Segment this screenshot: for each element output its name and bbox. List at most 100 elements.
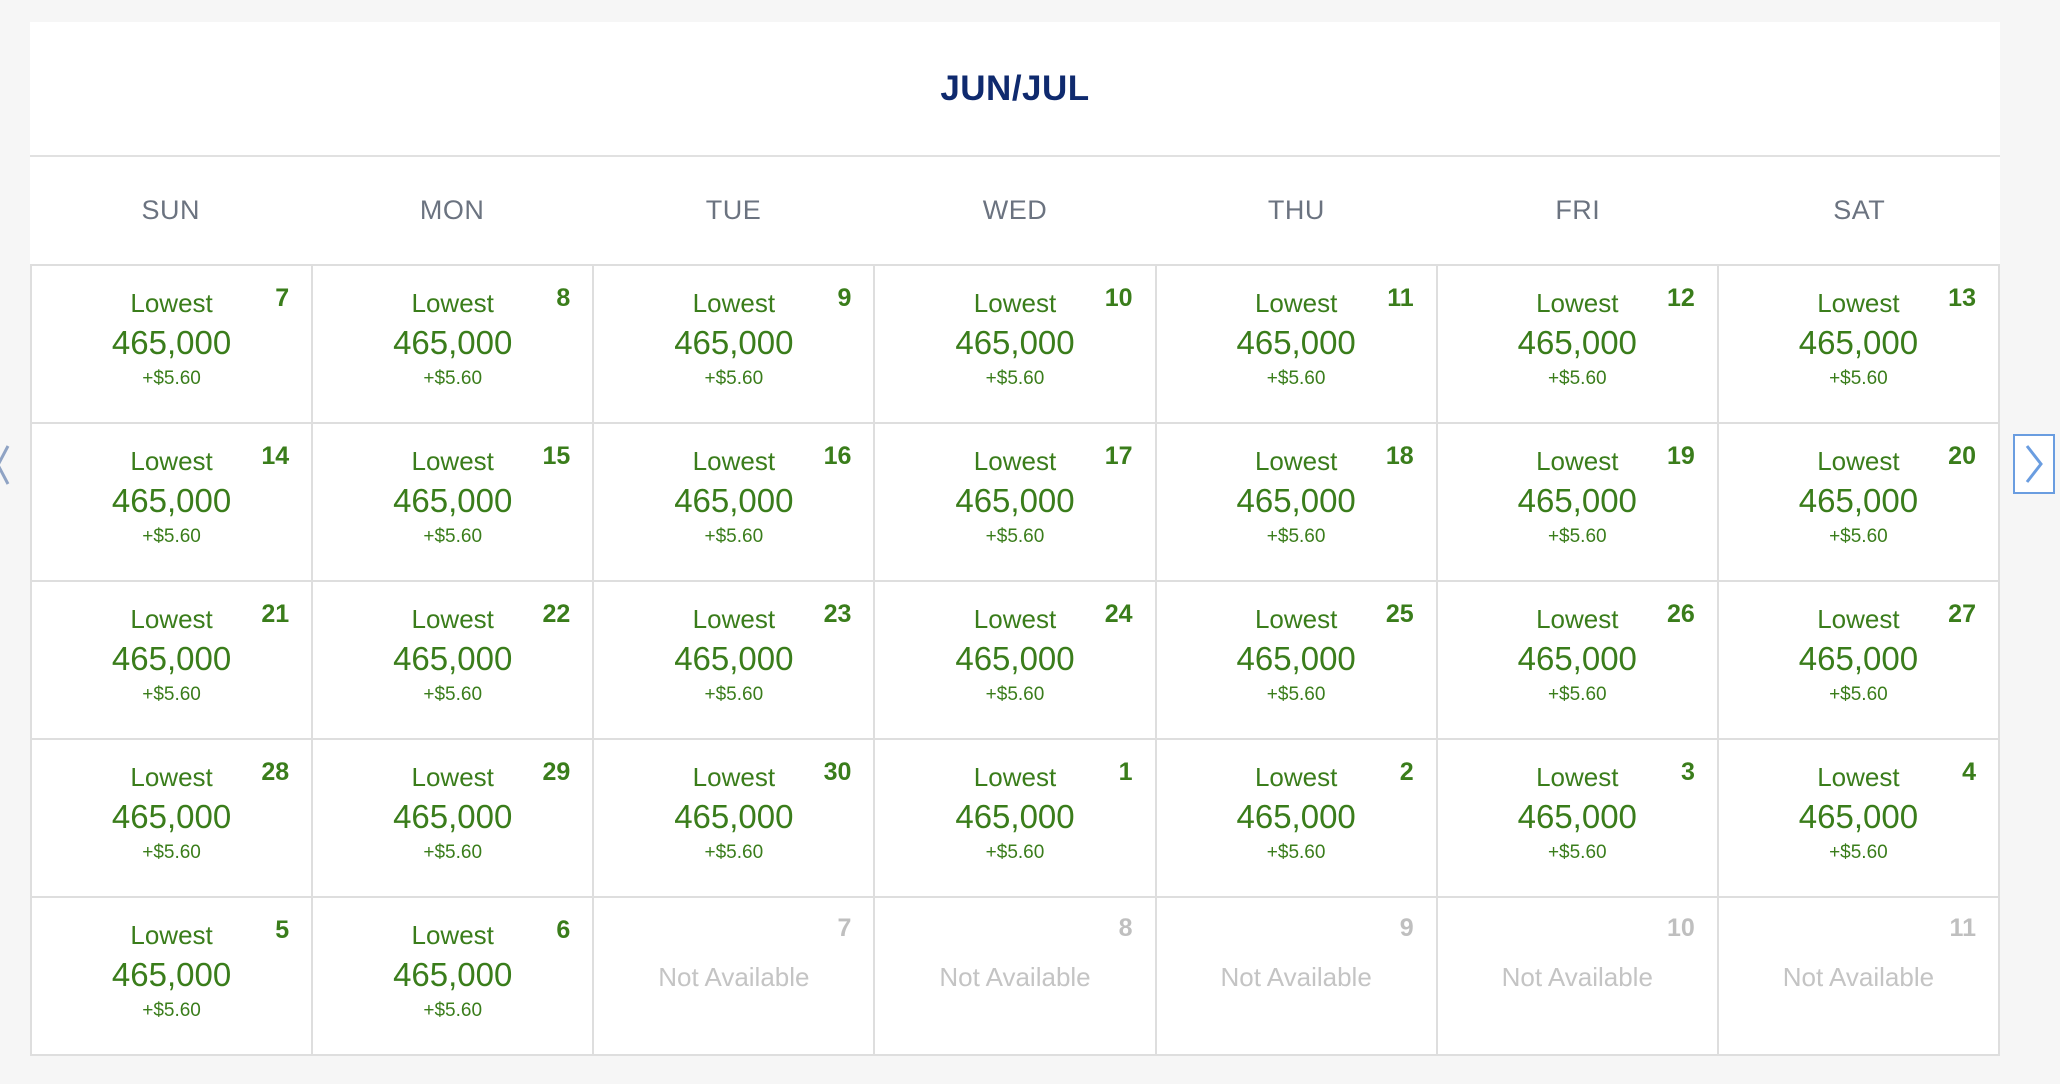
calendar-day-cell[interactable]: 11 Lowest 465,000 +$5.60 [1156, 266, 1438, 424]
miles-price: 465,000 [1517, 640, 1637, 677]
lowest-label: Lowest [692, 446, 776, 476]
day-number: 9 [1399, 914, 1414, 942]
calendar-day-cell[interactable]: 3 Lowest 465,000 +$5.60 [1437, 740, 1719, 898]
calendar-day-cell[interactable]: 30 Lowest 465,000 +$5.60 [594, 740, 876, 898]
calendar-day-cell[interactable]: 9 Lowest 465,000 +$5.60 [594, 266, 876, 424]
fare-info: Lowest 465,000 +$5.60 [1719, 602, 1998, 708]
weekday-tue: TUE [705, 195, 762, 225]
day-number: 20 [1948, 442, 1976, 470]
calendar-day-cell[interactable]: 28 Lowest 465,000 +$5.60 [32, 740, 314, 898]
day-number: 30 [823, 758, 852, 786]
day-number: 23 [823, 600, 852, 628]
miles-price: 465,000 [1236, 798, 1356, 835]
day-number: 1 [1118, 758, 1133, 786]
miles-price: 465,000 [955, 640, 1075, 677]
calendar-day-cell[interactable]: 29 Lowest 465,000 +$5.60 [313, 740, 595, 898]
lowest-label: Lowest [1817, 446, 1900, 476]
weekday-header-row: SUN MON TUE WED THU FRI SAT [30, 157, 2000, 264]
calendar-day-cell[interactable]: 21 Lowest 465,000 +$5.60 [32, 582, 314, 740]
fee-amount: +$5.60 [1829, 526, 1888, 547]
fare-calendar: JUN/JUL SUN MON TUE WED THU FRI SAT 7 Low… [30, 22, 2000, 1056]
fare-info: Lowest 465,000 +$5.60 [313, 444, 592, 550]
day-number: 22 [542, 600, 571, 628]
fare-info: Lowest 465,000 +$5.60 [32, 444, 311, 550]
calendar-day-cell[interactable]: 7 Lowest 465,000 +$5.60 [32, 266, 314, 424]
fare-info: Lowest 465,000 +$5.60 [313, 286, 592, 392]
day-number: 8 [556, 284, 571, 312]
miles-price: 465,000 [1517, 324, 1637, 361]
day-number: 21 [261, 600, 290, 628]
calendar-grid: 7 Lowest 465,000 +$5.60 8 Lowest 465,000 +$5.60… [30, 264, 2000, 1056]
fare-info: Lowest 465,000 +$5.60 [1157, 602, 1436, 708]
lowest-label: Lowest [411, 446, 494, 476]
calendar-day-cell[interactable]: 2 Lowest 465,000 +$5.60 [1156, 740, 1438, 898]
calendar-day-cell[interactable]: 23 Lowest 465,000 +$5.60 [594, 582, 876, 740]
lowest-label: Lowest [411, 604, 494, 634]
calendar-day-cell[interactable]: 12 Lowest 465,000 +$5.60 [1437, 266, 1719, 424]
miles-price: 465,000 [674, 482, 794, 519]
calendar-day-cell[interactable]: 27 Lowest 465,000 +$5.60 [1718, 582, 2000, 740]
day-number: 10 [1667, 914, 1695, 942]
calendar-day-cell[interactable]: 4 Lowest 465,000 +$5.60 [1718, 740, 2000, 898]
lowest-label: Lowest [130, 446, 213, 476]
fee-amount: +$5.60 [985, 526, 1045, 547]
day-number: 3 [1680, 758, 1695, 786]
day-number: 17 [1104, 442, 1133, 470]
lowest-label: Lowest [411, 288, 494, 318]
day-number: 6 [556, 916, 571, 944]
fee-amount: +$5.60 [704, 526, 764, 547]
calendar-day-cell[interactable]: 6 Lowest 465,000 +$5.60 [313, 898, 595, 1056]
fee-amount: +$5.60 [1266, 368, 1326, 389]
day-number: 4 [1962, 758, 1976, 786]
fare-info: Lowest 465,000 +$5.60 [1438, 602, 1717, 708]
fee-amount: +$5.60 [142, 1000, 201, 1021]
miles-price: 465,000 [111, 956, 232, 993]
calendar-day-cell[interactable]: 17 Lowest 465,000 +$5.60 [875, 424, 1157, 582]
fee-amount: +$5.60 [423, 684, 483, 705]
fee-amount: +$5.60 [1547, 842, 1607, 863]
day-number: 19 [1667, 442, 1695, 470]
fee-amount: +$5.60 [142, 526, 201, 547]
fare-info: Lowest 465,000 +$5.60 [875, 760, 1154, 866]
calendar-day-cell[interactable]: 15 Lowest 465,000 +$5.60 [313, 424, 595, 582]
miles-price: 465,000 [393, 324, 513, 361]
calendar-day-cell: 8 Not Available [875, 898, 1157, 1056]
calendar-day-cell[interactable]: 14 Lowest 465,000 +$5.60 [32, 424, 314, 582]
fee-amount: +$5.60 [142, 684, 201, 705]
fare-info: Lowest 465,000 +$5.60 [32, 602, 311, 708]
calendar-day-cell[interactable]: 10 Lowest 465,000 +$5.60 [875, 266, 1157, 424]
fare-info: Lowest 465,000 +$5.60 [1719, 286, 1998, 392]
fare-info: Lowest 465,000 +$5.60 [1438, 286, 1717, 392]
lowest-label: Lowest [1817, 604, 1900, 634]
fee-amount: +$5.60 [423, 368, 483, 389]
fare-info: Lowest 465,000 +$5.60 [875, 444, 1154, 550]
lowest-label: Lowest [411, 920, 494, 950]
calendar-day-cell[interactable]: 24 Lowest 465,000 +$5.60 [875, 582, 1157, 740]
calendar-day-cell[interactable]: 19 Lowest 465,000 +$5.60 [1437, 424, 1719, 582]
weekday-sun: SUN [141, 195, 200, 225]
next-month-button[interactable] [2013, 434, 2055, 494]
calendar-day-cell[interactable]: 20 Lowest 465,000 +$5.60 [1718, 424, 2000, 582]
miles-price: 465,000 [1517, 482, 1637, 519]
calendar-day-cell[interactable]: 25 Lowest 465,000 +$5.60 [1156, 582, 1438, 740]
miles-price: 465,000 [955, 482, 1075, 519]
calendar-day-cell[interactable]: 26 Lowest 465,000 +$5.60 [1437, 582, 1719, 740]
miles-price: 465,000 [393, 956, 513, 993]
miles-price: 465,000 [111, 798, 232, 835]
fare-info: Lowest 465,000 +$5.60 [594, 286, 873, 392]
fare-info: Lowest 465,000 +$5.60 [1157, 286, 1436, 392]
day-number: 29 [542, 758, 571, 786]
calendar-day-cell[interactable]: 1 Lowest 465,000 +$5.60 [875, 740, 1157, 898]
fee-amount: +$5.60 [142, 842, 201, 863]
fare-info: Lowest 465,000 +$5.60 [594, 602, 873, 708]
calendar-day-cell[interactable]: 8 Lowest 465,000 +$5.60 [313, 266, 595, 424]
fee-amount: +$5.60 [423, 1000, 483, 1021]
previous-month-button[interactable] [0, 442, 12, 488]
calendar-day-cell[interactable]: 5 Lowest 465,000 +$5.60 [32, 898, 314, 1056]
calendar-day-cell[interactable]: 22 Lowest 465,000 +$5.60 [313, 582, 595, 740]
calendar-day-cell[interactable]: 13 Lowest 465,000 +$5.60 [1718, 266, 2000, 424]
fee-amount: +$5.60 [1547, 526, 1607, 547]
fee-amount: +$5.60 [1266, 684, 1326, 705]
calendar-day-cell[interactable]: 16 Lowest 465,000 +$5.60 [594, 424, 876, 582]
calendar-day-cell[interactable]: 18 Lowest 465,000 +$5.60 [1156, 424, 1438, 582]
